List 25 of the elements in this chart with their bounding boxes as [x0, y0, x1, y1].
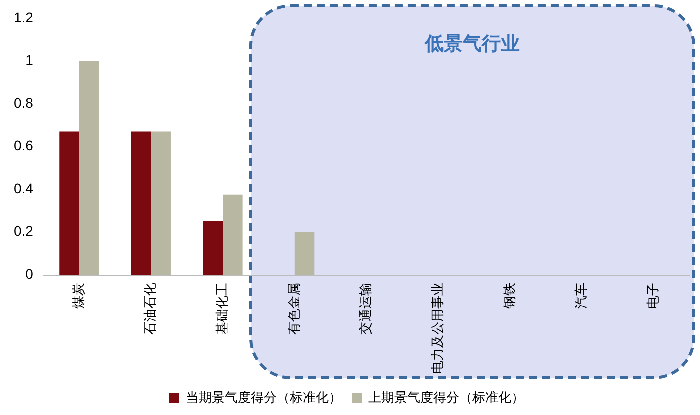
bar [79, 61, 100, 275]
y-tick-label: 0.6 [14, 138, 34, 154]
y-tick-label: 0 [26, 266, 34, 282]
y-tick-label: 0.8 [14, 94, 34, 111]
x-tick-label: 电子 [646, 283, 662, 309]
x-tick-label: 石油石化 [144, 283, 159, 335]
x-tick-label: 煤炭 [72, 283, 87, 309]
y-tick-label: 1.2 [14, 9, 34, 26]
y-tick-label: 1 [26, 52, 34, 68]
x-tick-label: 钢铁 [502, 283, 518, 310]
x-tick-label: 交通运输 [358, 283, 374, 335]
x-tick-label: 基础化工 [215, 283, 230, 335]
x-tick-label: 有色金属 [287, 283, 302, 335]
x-tick-label: 汽车 [574, 283, 590, 309]
bar [203, 222, 224, 275]
bar [151, 132, 171, 275]
band-label: 低景气行业 [424, 32, 520, 55]
y-tick-label: 0.4 [14, 180, 34, 196]
x-tick-label: 电力及公用事业 [430, 283, 446, 374]
legend-label: 当期景气度得分（标准化） [186, 390, 342, 406]
bar [223, 194, 243, 275]
bar [131, 132, 152, 275]
bar [60, 132, 80, 275]
y-tick-label: 0.2 [14, 223, 34, 240]
legend-label: 上期景气度得分（标准化） [368, 390, 524, 406]
